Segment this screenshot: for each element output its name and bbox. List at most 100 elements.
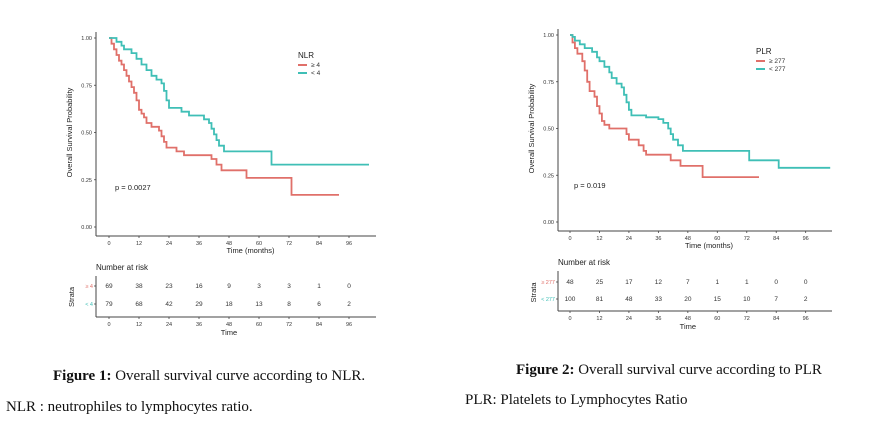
- x-tick-label: 84: [316, 241, 322, 247]
- x-tick-label: 72: [744, 236, 750, 242]
- risk-table-cell: 13: [255, 301, 263, 308]
- x-tick-label: 0: [107, 241, 110, 247]
- risk-table-cell: 29: [195, 301, 203, 308]
- risk-table-cell: 18: [225, 301, 233, 308]
- x-tick-label: 48: [685, 236, 691, 242]
- risk-table-x-tick-label: 84: [316, 322, 322, 328]
- km-chart-plr: 0.000.250.500.751.000 12 24 36 48 60 72 84 96Tim…: [527, 29, 832, 331]
- risk-table-cell: 8: [287, 301, 291, 308]
- x-tick-label: 48: [226, 241, 232, 247]
- risk-table-cell: 2: [347, 301, 351, 308]
- risk-table-row-label: < 4: [85, 302, 93, 308]
- x-axis-title: Time (months): [685, 241, 734, 250]
- x-tick-label: 24: [626, 236, 632, 242]
- x-axis-title: Time (months): [226, 246, 275, 255]
- risk-table-title: Number at risk: [96, 263, 149, 272]
- y-tick-label: 0.50: [543, 127, 554, 133]
- figure-2-caption-text: Overall survival curve according to PLR: [574, 362, 822, 378]
- risk-table-cell: 10: [743, 296, 751, 303]
- survival-curve-series-0: [570, 34, 759, 178]
- figure-1-caption-label: Figure 1:: [53, 368, 112, 384]
- risk-table-x-tick-label: 84: [773, 316, 779, 322]
- figure-1-caption: Figure 1: Overall survival curve accordi…: [53, 368, 365, 385]
- risk-table-cell: 7: [774, 296, 778, 303]
- km-chart-nlr: 0.000.250.500.751.000 12 24 36 48 60 72 84 96Tim…: [65, 32, 376, 337]
- risk-table-cell: 15: [714, 296, 722, 303]
- risk-table-cell: 42: [165, 301, 173, 308]
- risk-table-x-tick-label: 72: [286, 322, 292, 328]
- survival-curve-series-1: [109, 37, 369, 166]
- x-tick-label: 60: [714, 236, 720, 242]
- y-tick-label: 1.00: [81, 36, 92, 42]
- risk-table-cell: 100: [565, 296, 576, 303]
- risk-table-x-tick-label: 24: [626, 316, 632, 322]
- risk-table-x-tick-label: 0: [107, 322, 110, 328]
- y-tick-label: 0.75: [543, 80, 554, 86]
- risk-table-x-title: Time: [680, 322, 696, 331]
- y-tick-label: 0.00: [81, 225, 92, 231]
- figure-2-note: PLR: Platelets to Lymphocytes Ratio: [465, 392, 688, 408]
- risk-table-strata-label: Strata: [67, 286, 76, 307]
- legend-label: ≥ 277: [769, 58, 786, 65]
- risk-table-cell: 79: [105, 301, 113, 308]
- risk-table-cell: 48: [625, 296, 633, 303]
- risk-table-x-tick-label: 24: [166, 322, 172, 328]
- figure-2-caption-label: Figure 2:: [516, 362, 575, 378]
- y-tick-label: 0.25: [81, 178, 92, 184]
- x-tick-label: 96: [346, 241, 352, 247]
- x-tick-label: 0: [568, 236, 571, 242]
- legend-label: < 277: [769, 66, 786, 73]
- survival-curve-series-1: [570, 34, 831, 169]
- x-tick-label: 36: [196, 241, 202, 247]
- risk-table-cell: 69: [105, 283, 113, 290]
- figure-1-note: NLR : neutrophiles to lymphocytes ratio.: [6, 399, 253, 415]
- risk-table-cell: 48: [566, 279, 574, 286]
- x-tick-label: 60: [256, 241, 262, 247]
- legend-label: < 4: [311, 70, 321, 77]
- figure-2-caption: Figure 2: Overall survival curve accordi…: [516, 362, 822, 379]
- x-tick-label: 24: [166, 241, 172, 247]
- x-tick-label: 12: [136, 241, 142, 247]
- risk-table-cell: 3: [287, 283, 291, 290]
- risk-table-cell: 68: [135, 301, 143, 308]
- risk-table-x-tick-label: 72: [744, 316, 750, 322]
- risk-table-cell: 6: [317, 301, 321, 308]
- y-tick-label: 0.00: [543, 220, 554, 226]
- x-tick-label: 12: [596, 236, 602, 242]
- risk-table-cell: 0: [774, 279, 778, 286]
- risk-table-row-label: < 277: [541, 297, 555, 303]
- y-tick-label: 0.50: [81, 131, 92, 137]
- risk-table-cell: 81: [596, 296, 604, 303]
- x-tick-label: 84: [773, 236, 779, 242]
- risk-table-cell: 33: [655, 296, 663, 303]
- risk-table-x-tick-label: 0: [568, 316, 571, 322]
- y-tick-label: 1.00: [543, 33, 554, 39]
- risk-table-strata-label: Strata: [529, 282, 538, 303]
- risk-table-x-tick-label: 36: [196, 322, 202, 328]
- risk-table-cell: 20: [684, 296, 692, 303]
- risk-table-cell: 9: [227, 283, 231, 290]
- risk-table-cell: 38: [135, 283, 143, 290]
- risk-table-x-tick-label: 12: [596, 316, 602, 322]
- x-tick-label: 72: [286, 241, 292, 247]
- risk-table-cell: 7: [686, 279, 690, 286]
- risk-table-row-label: ≥ 4: [85, 284, 93, 290]
- risk-table-cell: 0: [347, 283, 351, 290]
- y-axis-title: Overall Survival Probability: [65, 87, 74, 177]
- risk-table-x-tick-label: 96: [346, 322, 352, 328]
- risk-table-cell: 3: [257, 283, 261, 290]
- risk-table-x-tick-label: 12: [136, 322, 142, 328]
- risk-table-title: Number at risk: [558, 258, 611, 267]
- risk-table-x-tick-label: 48: [226, 322, 232, 328]
- legend-title: PLR: [756, 47, 772, 56]
- y-tick-label: 0.75: [81, 83, 92, 89]
- risk-table-x-tick-label: 48: [685, 316, 691, 322]
- p-value-annotation: p = 0.019: [574, 181, 606, 190]
- x-tick-label: 36: [655, 236, 661, 242]
- survival-curve-series-0: [109, 37, 339, 196]
- risk-table-x-tick-label: 60: [256, 322, 262, 328]
- risk-table-cell: 12: [655, 279, 663, 286]
- x-tick-label: 96: [803, 236, 809, 242]
- legend-label: ≥ 4: [311, 62, 320, 69]
